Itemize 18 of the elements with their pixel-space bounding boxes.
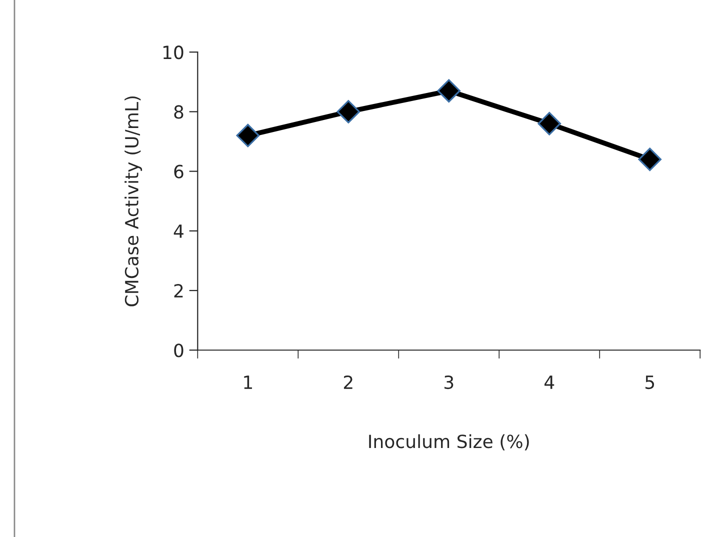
y-tick-label: 6 — [174, 164, 184, 178]
x-tick-label: 2 — [344, 375, 352, 389]
point — [638, 148, 662, 172]
y-tick-label: 0 — [174, 344, 184, 358]
y-axis-title: CMCase Activity (U/mL) — [124, 96, 142, 306]
point — [538, 112, 562, 136]
x-tick-label: 5 — [646, 376, 654, 390]
y-tick-label: 2 — [174, 284, 183, 298]
x-tick-label: 1 — [244, 376, 252, 389]
x-axis-title: Inoculum Size (%) — [369, 434, 529, 450]
y-tick-label: 4 — [174, 224, 184, 238]
y-tick-label: 10 — [163, 46, 184, 60]
point — [236, 124, 260, 148]
x-tick-label: 3 — [444, 375, 454, 390]
point — [437, 79, 461, 102]
point — [336, 100, 360, 124]
x-tick-label: 4 — [544, 376, 554, 389]
y-tick-label: 8 — [174, 105, 184, 119]
